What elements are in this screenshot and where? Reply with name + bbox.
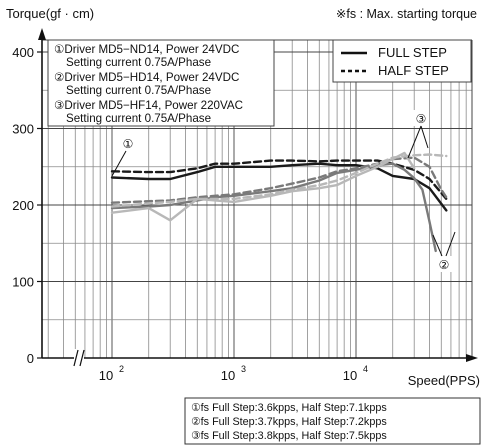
y-tick-label: 0 — [27, 351, 34, 366]
callout-driver-2-label: ② — [439, 258, 450, 272]
fs-notes-box: ①fs Full Step:3.6kpps, Half Step:7.1kpps… — [184, 397, 481, 445]
callout-driver-2: ② — [432, 231, 456, 272]
y-axis-arrow-icon — [38, 28, 46, 40]
series-line-driver-1-half-step — [110, 159, 448, 201]
axes — [38, 28, 478, 367]
fs-note-2: ②fs Full Step:3.7kpps, Half Step:7.2kpps — [191, 416, 387, 428]
axis-break-icon — [73, 349, 85, 367]
series-line-driver-2-half-step — [110, 156, 448, 204]
y-tick-label: 300 — [12, 122, 34, 137]
x-tick-label: 10 — [343, 368, 357, 383]
y-tick-label: 400 — [12, 45, 34, 60]
driver-2-current: Setting current 0.75A/Phase — [66, 84, 211, 97]
driver-1-current: Setting current 0.75A/Phase — [66, 56, 211, 69]
series-lines — [110, 151, 448, 253]
driver-3-spec: ③Driver MD5−HF14, Power 220VAC — [54, 99, 243, 112]
y-axis-title: Torque(gf · cm) — [6, 6, 94, 21]
series-line-driver-3-half-step — [110, 153, 448, 208]
callout-driver-3: ③ — [407, 110, 429, 159]
x-tick-label: 10 — [221, 368, 235, 383]
x-tick-labels: 10 2 10 3 10 4 — [99, 364, 368, 383]
legend-half-step-label: HALF STEP — [378, 63, 449, 78]
x-tick-exponent: 4 — [363, 364, 368, 374]
x-axis-arrow-icon — [466, 354, 478, 362]
series-line-driver-1-full-step — [110, 162, 448, 212]
driver-3-current: Setting current 0.75A/Phase — [66, 112, 211, 125]
y-tick-labels: 0 100 200 300 400 — [12, 45, 42, 366]
driver-2-spec: ②Driver MD5−HD14, Power 24VDC — [54, 71, 239, 84]
fs-definition-note: ※fs : Max. starting torque — [336, 7, 477, 21]
x-tick-exponent: 2 — [119, 364, 124, 374]
y-tick-label: 200 — [12, 198, 34, 213]
fs-note-3: ③fs Full Step:3.8kpps, Half Step:7.5kpps — [191, 430, 387, 442]
series-line-driver-3-full-step — [110, 151, 416, 222]
legend: FULL STEP HALF STEP — [332, 39, 472, 83]
legend-full-step-label: FULL STEP — [378, 45, 447, 60]
callout-driver-1-label: ① — [123, 137, 134, 151]
series-line-driver-2-full-step — [110, 162, 437, 253]
x-tick-exponent: 3 — [241, 364, 246, 374]
callout-driver-3-label: ③ — [416, 112, 427, 126]
x-axis-title: Speed(PPS) — [408, 373, 480, 388]
callout-driver-1: ① — [111, 135, 136, 177]
driver-1-spec: ①Driver MD5−ND14, Power 24VDC — [54, 43, 239, 56]
x-tick-label: 10 — [99, 368, 113, 383]
fs-note-1: ①fs Full Step:3.6kpps, Half Step:7.1kpps — [191, 402, 387, 414]
y-tick-label: 100 — [12, 275, 34, 290]
